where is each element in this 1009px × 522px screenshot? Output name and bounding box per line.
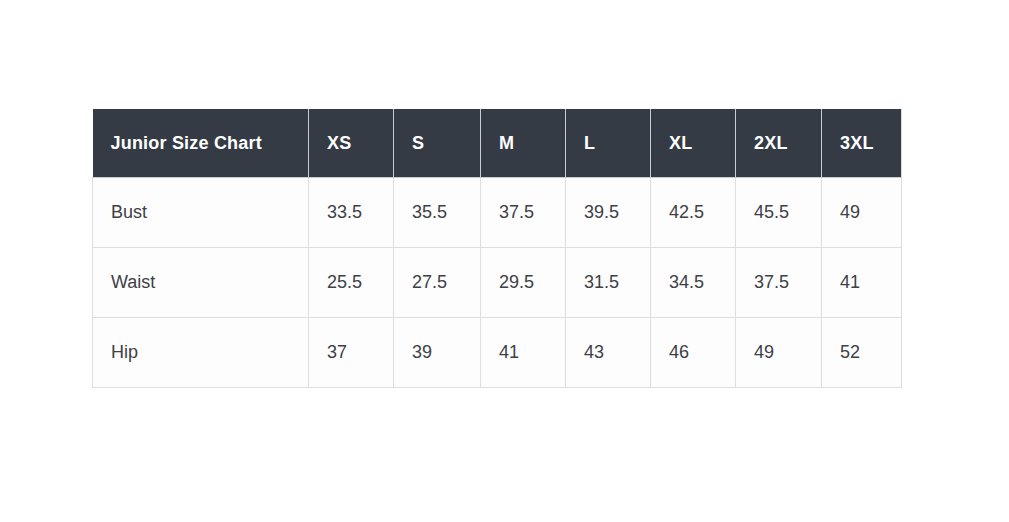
table-cell: 39 [394,318,481,388]
table-cell: 37.5 [481,178,566,248]
table-cell: 29.5 [481,248,566,318]
table-cell: 45.5 [736,178,822,248]
table-cell: 33.5 [309,178,394,248]
table-header-row: Junior Size Chart XS S M L XL 2XL 3XL [93,109,902,178]
table-row-waist: Waist 25.5 27.5 29.5 31.5 34.5 37.5 41 [93,248,902,318]
col-header-m: M [481,109,566,178]
col-header-l: L [566,109,651,178]
table-cell: 35.5 [394,178,481,248]
col-header-xl: XL [651,109,736,178]
table-cell: 37.5 [736,248,822,318]
table-cell: 52 [822,318,902,388]
table-title-cell: Junior Size Chart [93,109,309,178]
table-cell: 46 [651,318,736,388]
col-header-s: S [394,109,481,178]
table-cell: 41 [481,318,566,388]
table-cell: 31.5 [566,248,651,318]
table-cell: 49 [822,178,902,248]
table-cell: 39.5 [566,178,651,248]
row-label: Waist [93,248,309,318]
table-cell: 27.5 [394,248,481,318]
page-canvas: Junior Size Chart XS S M L XL 2XL 3XL Bu… [0,0,1009,522]
table-cell: 37 [309,318,394,388]
table-cell: 41 [822,248,902,318]
table-cell: 42.5 [651,178,736,248]
col-header-xs: XS [309,109,394,178]
row-label: Bust [93,178,309,248]
junior-size-chart-table: Junior Size Chart XS S M L XL 2XL 3XL Bu… [92,109,902,388]
row-label: Hip [93,318,309,388]
col-header-3xl: 3XL [822,109,902,178]
table-cell: 49 [736,318,822,388]
table-cell: 43 [566,318,651,388]
col-header-2xl: 2XL [736,109,822,178]
table-row-hip: Hip 37 39 41 43 46 49 52 [93,318,902,388]
table-row-bust: Bust 33.5 35.5 37.5 39.5 42.5 45.5 49 [93,178,902,248]
table-cell: 25.5 [309,248,394,318]
table-cell: 34.5 [651,248,736,318]
